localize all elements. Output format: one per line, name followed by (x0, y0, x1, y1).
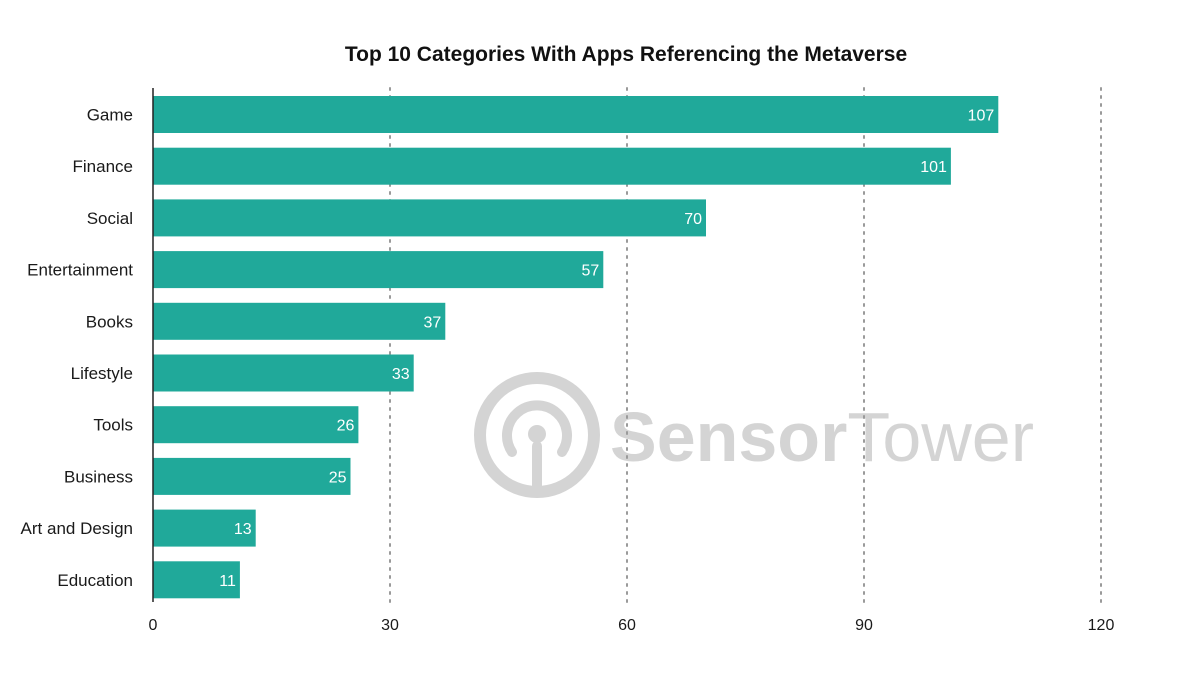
value-label: 33 (392, 366, 410, 383)
chart-title: Top 10 Categories With Apps Referencing … (345, 43, 907, 66)
bar (153, 457, 351, 495)
bar (153, 147, 951, 185)
value-label: 57 (582, 263, 600, 280)
category-label: Game (87, 106, 133, 125)
category-label: Lifestyle (71, 364, 133, 383)
x-tick-label: 0 (149, 617, 158, 634)
value-label: 37 (424, 314, 442, 331)
value-label: 13 (234, 521, 252, 538)
value-label: 107 (968, 108, 995, 125)
svg-text:SensorTower: SensorTower (610, 398, 1034, 476)
bar (153, 199, 706, 237)
bar (153, 509, 256, 547)
watermark-text-tower: Tower (847, 398, 1034, 476)
category-labels: Game Finance Social Entertainment Books Lifes… (21, 106, 134, 590)
bar (153, 406, 359, 444)
bar (153, 302, 446, 340)
x-tick-label: 60 (618, 617, 636, 634)
x-tick-label: 90 (855, 617, 873, 634)
bar (153, 96, 999, 133)
watermark: SensorTower (474, 372, 1034, 498)
value-label: 70 (684, 211, 702, 228)
category-label: Social (87, 209, 133, 228)
value-label: 25 (329, 469, 347, 486)
sensor-tower-logo-icon (474, 372, 600, 498)
value-label: 26 (337, 418, 355, 435)
bar (153, 251, 604, 289)
x-tick-labels: 0 30 60 90 120 (149, 617, 1115, 634)
value-label: 11 (219, 573, 236, 590)
gridlines (389, 87, 1102, 603)
watermark-text-sensor: Sensor (610, 398, 847, 476)
category-label: Finance (73, 157, 133, 176)
category-label: Tools (93, 416, 133, 435)
x-tick-label: 30 (381, 617, 399, 634)
category-label: Entertainment (27, 261, 133, 280)
value-label: 101 (920, 159, 947, 176)
category-label: Business (64, 467, 133, 486)
category-label: Books (86, 312, 133, 331)
bars: 107 101 70 57 37 33 26 25 13 11 (153, 96, 999, 599)
category-label: Education (57, 571, 133, 590)
category-label: Art and Design (21, 519, 133, 538)
x-tick-label: 120 (1088, 617, 1115, 634)
bar (153, 561, 240, 599)
bar (153, 354, 414, 392)
